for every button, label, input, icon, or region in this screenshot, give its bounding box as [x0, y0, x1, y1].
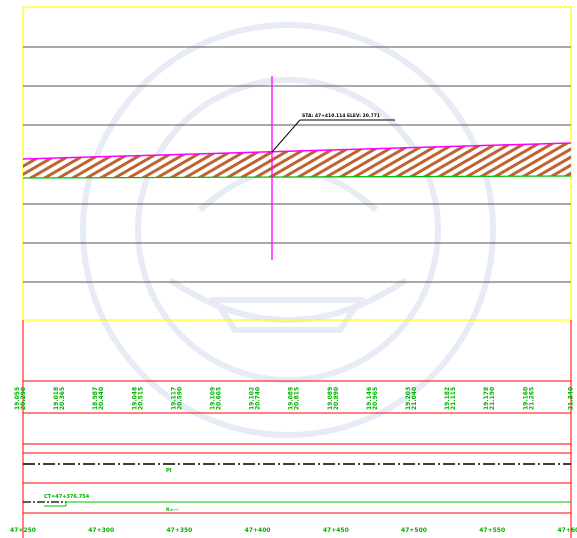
station-label: 47+250: [10, 527, 36, 534]
existing-elevation-label: 19.089: [288, 387, 295, 410]
curve-label: CT=47+376.754: [44, 494, 90, 500]
existing-ground-line: [22, 175, 572, 179]
design-elevation-row: 20.290 20.365 20.440 20.515 20.590 20.665 20.7…: [20, 387, 574, 410]
existing-elevation-label: 19.048: [131, 387, 138, 410]
design-elevation-label: 20.590: [176, 387, 183, 410]
design-elevation-label: 21.340: [567, 387, 574, 410]
existing-elevation-label: 19.160: [522, 387, 529, 410]
existing-elevation-label: 18.987: [92, 387, 99, 410]
existing-elevation-label: 19.089: [327, 387, 334, 410]
existing-elevation-label: 19.146: [366, 387, 373, 410]
design-elevation-label: 21.265: [528, 387, 535, 410]
design-elevation-label: 20.290: [20, 387, 27, 410]
alignment-label: PI: [166, 468, 172, 474]
station-label: 47+400: [245, 527, 271, 534]
design-elevation-label: 20.890: [333, 387, 340, 410]
station-label: 47+300: [88, 527, 114, 534]
station-label: 47+450: [323, 527, 349, 534]
station-label: 47+350: [166, 527, 192, 534]
existing-elevation-label: 19.109: [210, 387, 217, 410]
data-band: [22, 320, 572, 538]
existing-elevation-label: 19.018: [53, 387, 60, 410]
design-elevation-label: 20.740: [255, 387, 262, 410]
station-label: 47+550: [479, 527, 505, 534]
design-elevation-label: 20.515: [137, 387, 144, 410]
station-label: 47+500: [401, 527, 427, 534]
design-elevation-label: 20.815: [294, 387, 301, 410]
design-elevation-label: 21.190: [489, 387, 496, 410]
annotation-text: STA: 47+410.114 ELEV: 20.771: [302, 113, 380, 119]
station-row: 47+250 47+300 47+350 47+400 47+450 47+500 47+5…: [10, 527, 577, 534]
design-elevation-label: 20.965: [372, 387, 379, 410]
existing-elevation-label: 19.102: [249, 387, 256, 410]
finished-grade-line: [22, 142, 572, 160]
design-elevation-label: 20.665: [216, 387, 223, 410]
existing-elevation-label: 19.055: [14, 387, 21, 410]
design-elevation-label: 21.040: [411, 387, 418, 410]
existing-elevation-label: 19.182: [444, 387, 451, 410]
annotation-leader: [271, 119, 301, 153]
existing-elevation-label: 19.178: [483, 387, 490, 410]
elevation-guide-lines: [23, 46, 571, 283]
design-elevation-label: 20.440: [98, 387, 105, 410]
design-elevation-label: 20.365: [59, 387, 66, 410]
station-label: 47+600: [557, 527, 577, 534]
existing-elevation-label: 19.117: [170, 387, 177, 410]
design-elevation-label: 21.115: [450, 387, 457, 410]
existing-elevation-label: 19.203: [405, 387, 412, 410]
curve-note: R=---: [166, 507, 179, 513]
existing-elevation-row: 19.055 19.018 18.987 19.048 19.117 19.109 19.1…: [14, 387, 529, 410]
embankment-hatch: [23, 143, 571, 178]
